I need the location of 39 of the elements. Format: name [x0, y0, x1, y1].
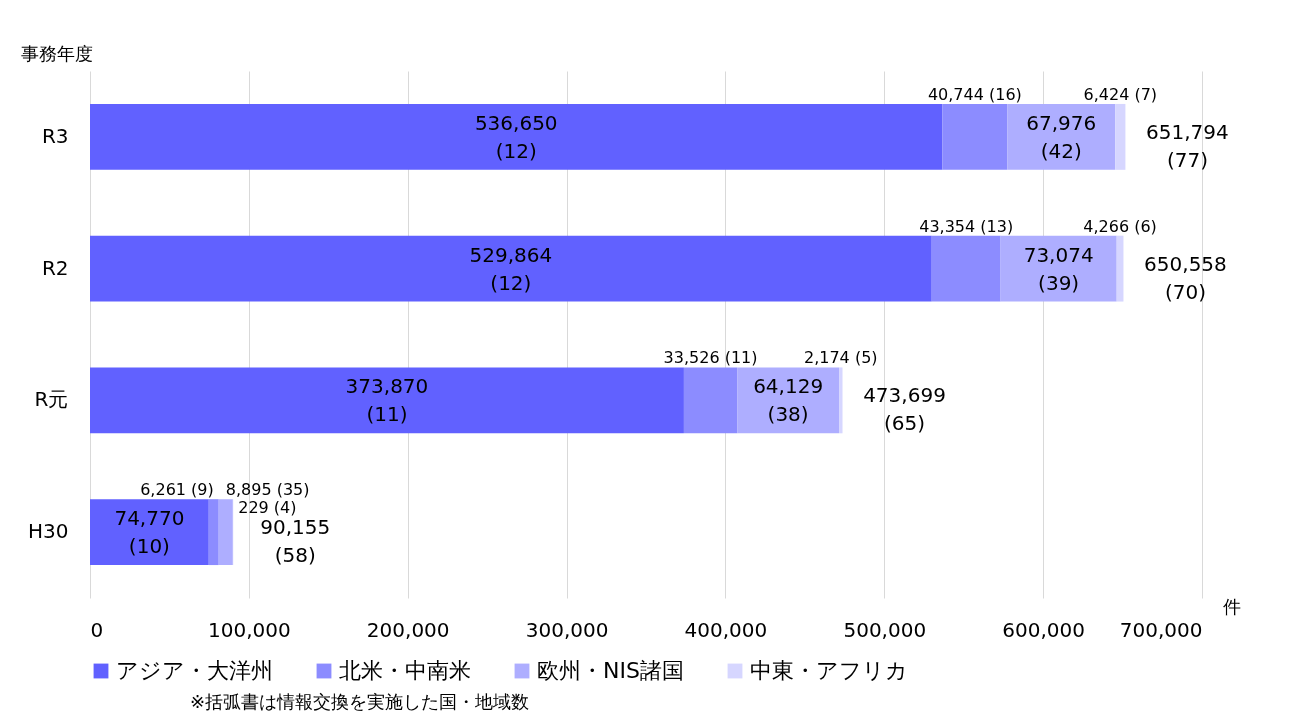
data-label: 74,770 (10) [114, 506, 185, 559]
x-tick-label: 600,000 [1002, 617, 1085, 642]
y-tick-label: R3 [41, 123, 69, 148]
total-label: 650,558 (70) [1144, 251, 1227, 304]
legend-label: 中東・アフリカ [750, 658, 908, 683]
x-axis-title: 件 [1222, 595, 1241, 617]
data-label: 373,870 (11) [345, 374, 429, 427]
data-label: 64,129 (38) [753, 374, 824, 427]
x-tick-label: 500,000 [843, 617, 927, 642]
total-label: 90,155 (58) [260, 515, 331, 568]
data-label: 2,174 (5) [804, 348, 878, 368]
data-label: 67,976 (42) [1026, 110, 1097, 163]
data-label: 43,354 (13) [919, 216, 1014, 236]
x-tick-label: 0 [90, 617, 104, 642]
data-label: 536,650 (12) [474, 110, 558, 163]
x-tick-label: 100,000 [208, 617, 291, 642]
y-tick-label: R2 [41, 255, 69, 280]
legend-label: 欧州・NIS諸国 [537, 658, 684, 683]
text: ※括弧書は情報交換を実施した国・地域数 [190, 691, 530, 712]
x-tick-label: 700,000 [1119, 617, 1203, 642]
total-label: 473,699 (65) [863, 383, 946, 436]
y-axis-title: 事務年度 [20, 42, 93, 64]
x-tick-label: 200,000 [366, 617, 450, 642]
data-label: 73,074 (39) [1023, 242, 1094, 295]
legend-label: 北米・中南米 [339, 658, 471, 683]
legend-label: アジア・大洋州 [116, 658, 273, 683]
total-label: 651,794 (77) [1146, 119, 1229, 172]
y-tick-label: R元 [34, 387, 69, 412]
x-tick-label: 400,000 [684, 617, 768, 642]
data-label: 33,526 (11) [663, 348, 758, 368]
y-tick-label: H30 [28, 519, 69, 544]
data-label: 529,864 (12) [469, 242, 553, 295]
data-label: 8,895 (35) [225, 480, 310, 500]
data-label: 6,261 (9) [140, 480, 214, 500]
x-tick-label: 300,000 [525, 617, 609, 642]
data-label: 229 (4) [238, 498, 297, 518]
data-label: 40,744 (16) [927, 84, 1022, 104]
data-label: 4,266 (6) [1083, 216, 1157, 236]
data-label: 6,424 (7) [1083, 84, 1158, 104]
